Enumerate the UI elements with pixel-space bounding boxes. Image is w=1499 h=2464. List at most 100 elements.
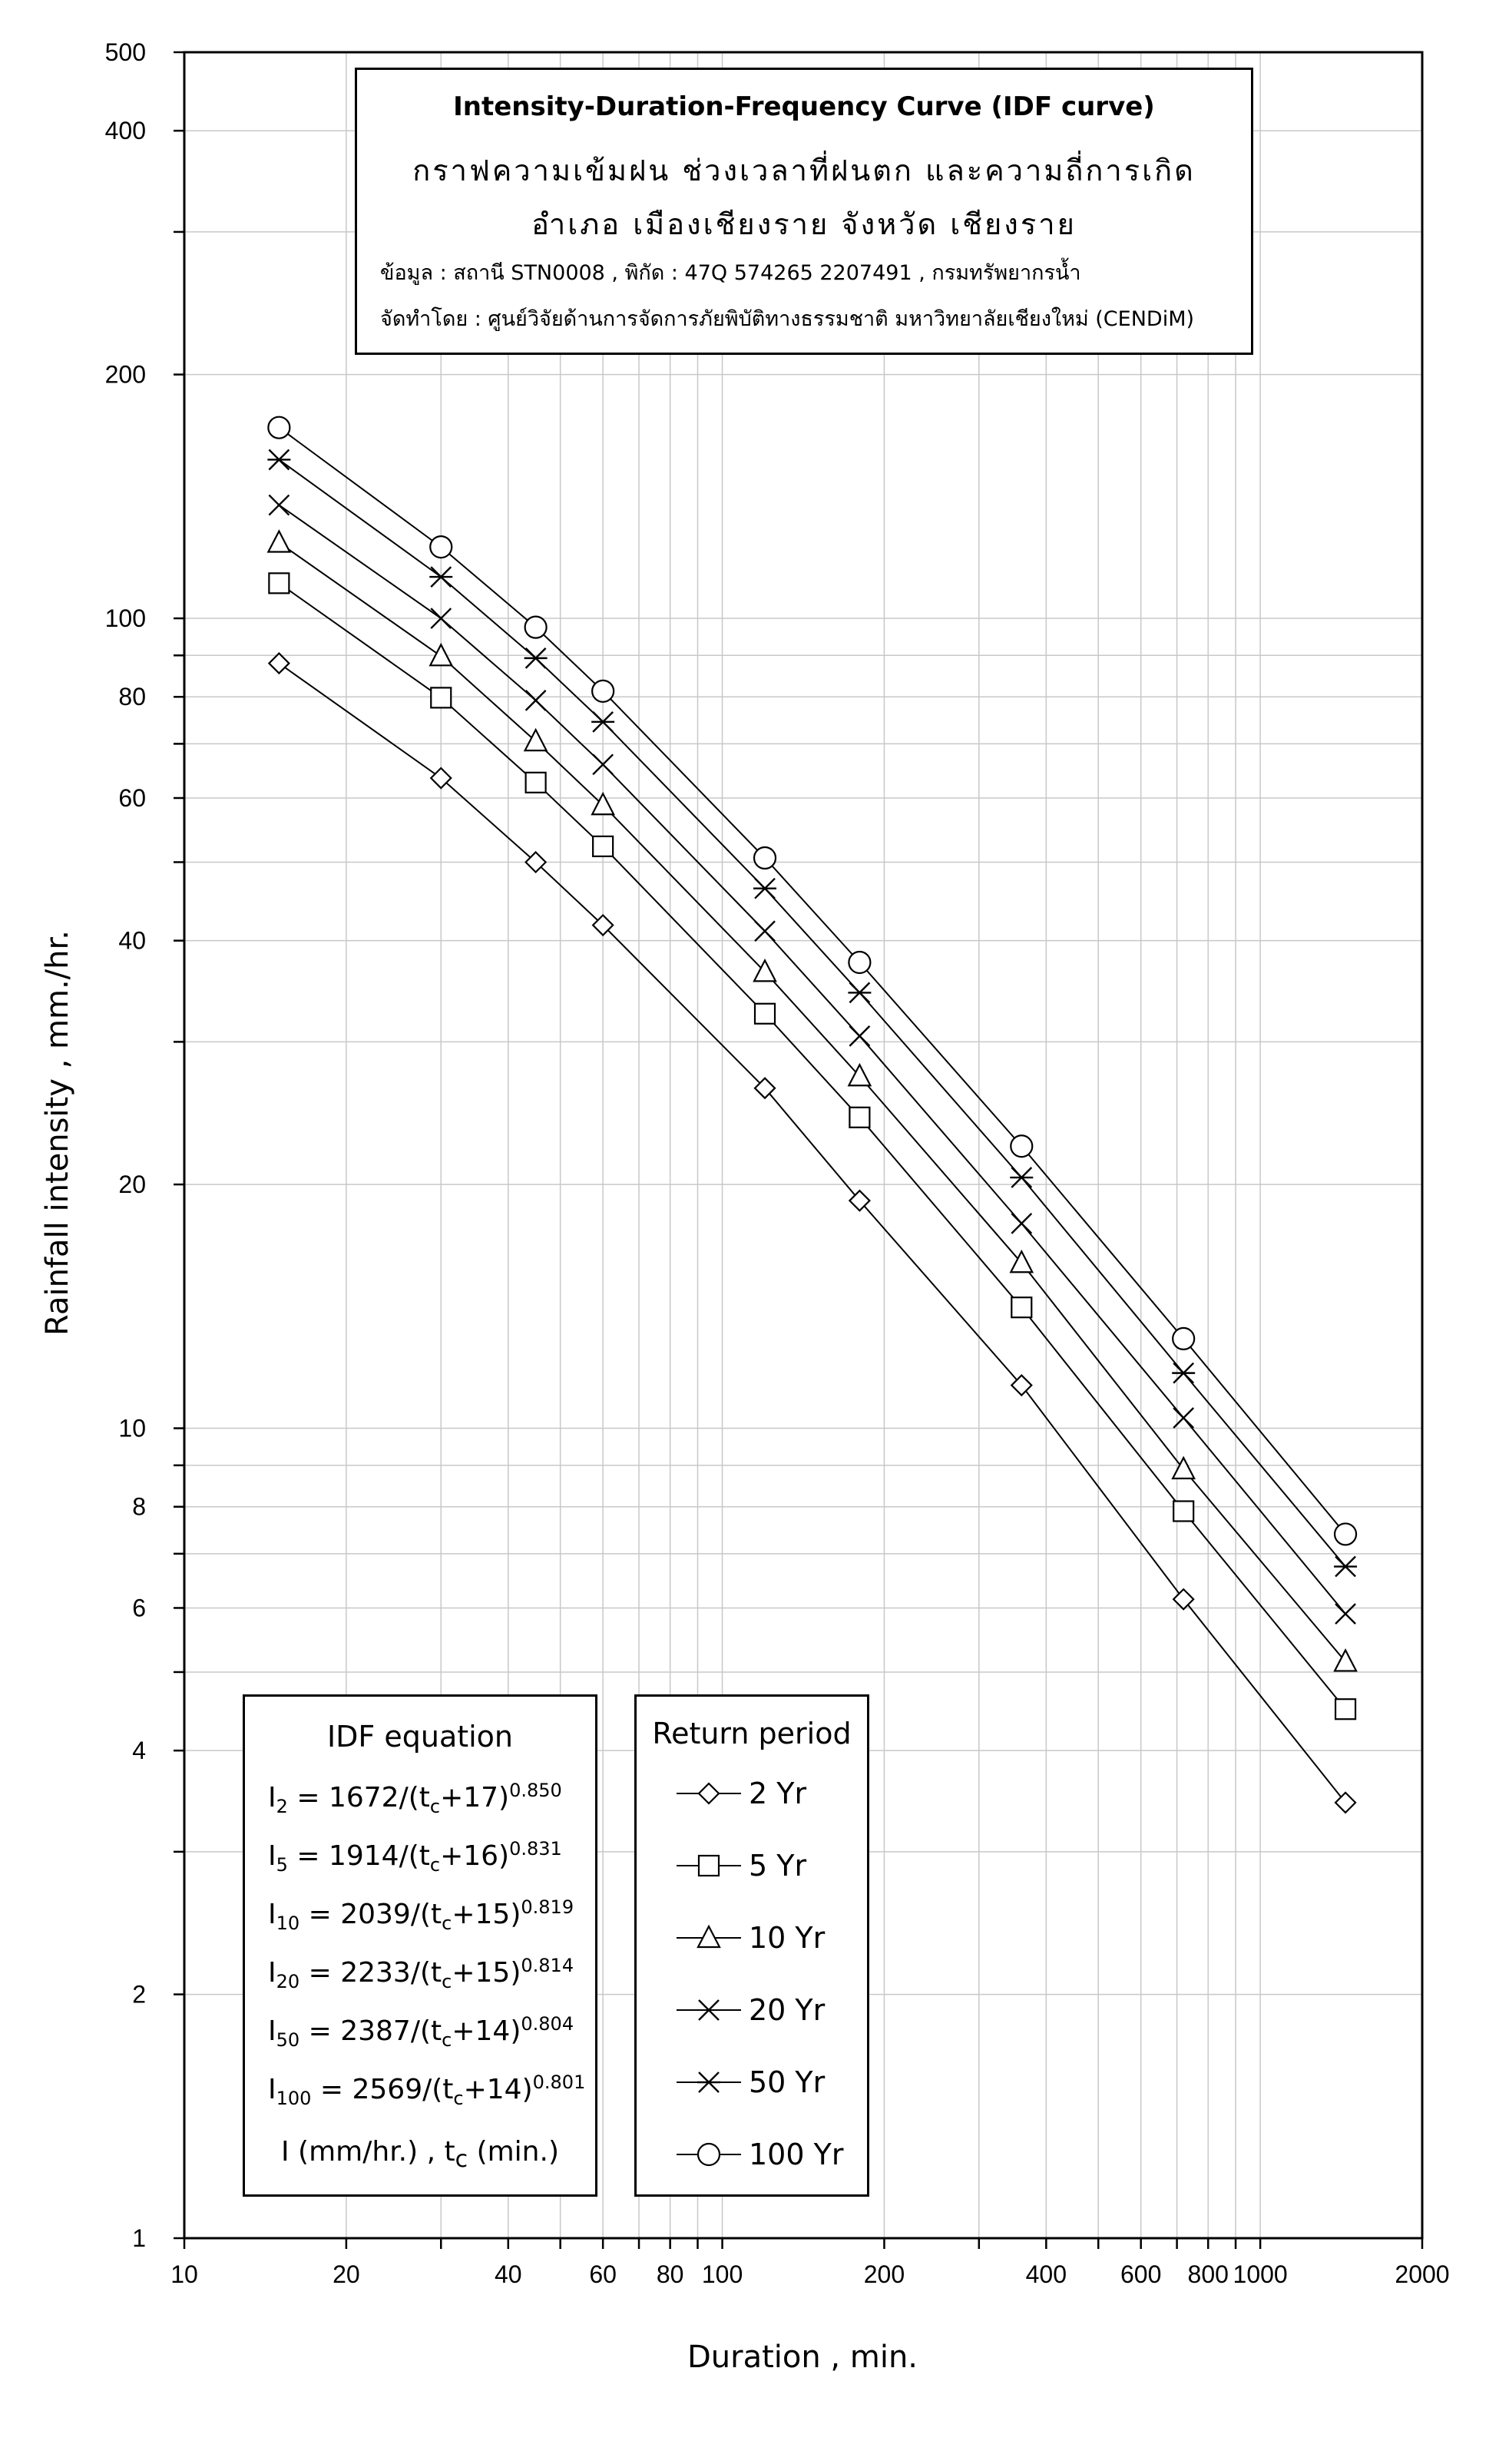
marker-shape bbox=[591, 679, 615, 703]
data-point-50-yr bbox=[267, 449, 291, 471]
data-point-5-yr bbox=[592, 835, 614, 857]
marker-shape bbox=[848, 1189, 871, 1212]
data-point-5-yr bbox=[524, 771, 547, 793]
legend-item: 20 Yr bbox=[675, 1987, 859, 2033]
equation-part: I bbox=[268, 1782, 276, 1813]
series-lines bbox=[266, 416, 1358, 1814]
units-note-text: I (mm/hr.) , t bbox=[281, 2136, 455, 2168]
data-point-5-yr bbox=[268, 572, 290, 594]
marker-stroke bbox=[849, 1025, 871, 1047]
series-10-yr bbox=[266, 529, 1358, 1672]
data-point-100-yr bbox=[267, 416, 291, 439]
marker-stroke bbox=[268, 494, 290, 516]
data-point-10-yr bbox=[847, 1062, 872, 1087]
chart-subtitle-thai: กราฟความเข้มฝน ช่วงเวลาที่ฝนตก และความถี… bbox=[412, 154, 1196, 187]
data-point-20-yr bbox=[754, 920, 776, 942]
equation-part: 0.801 bbox=[532, 2072, 586, 2093]
marker-shape bbox=[267, 416, 291, 439]
marker-shape bbox=[753, 1077, 776, 1100]
marker-shape bbox=[1172, 1588, 1195, 1611]
series-line-5-yr bbox=[278, 582, 1346, 1710]
idf-equation-box: IDF equation I2 = 1672/(tc+17)0.850 I5 = … bbox=[243, 1694, 597, 2197]
data-point-10-yr bbox=[1009, 1249, 1034, 1273]
x-tick-label: 2000 bbox=[1395, 2260, 1449, 2288]
units-note: I (mm/hr.) , tc (min.) bbox=[245, 2136, 595, 2173]
legend: Return period 2 Yr 5 Yr 10 Yr 20 Yr 50 Yr 100… bbox=[634, 1694, 869, 2197]
marker-shape bbox=[753, 958, 777, 982]
equation-part: c bbox=[442, 2029, 452, 2052]
marker-shape bbox=[429, 767, 452, 790]
marker-shape bbox=[1334, 1698, 1357, 1720]
marker-shape bbox=[1334, 1791, 1357, 1814]
x-tick-label: 200 bbox=[864, 2260, 905, 2288]
marker-shape bbox=[1333, 1648, 1358, 1672]
idf-equation-line: I100 = 2569/(tc+14)0.801 bbox=[268, 2072, 585, 2109]
y-tick-label: 10 bbox=[118, 1415, 146, 1442]
x-tick-label: 600 bbox=[1120, 2260, 1161, 2288]
data-source-note: ข้อมูล : สถานี STN0008 , พิกัด : 47Q 574… bbox=[380, 261, 1081, 285]
marker-shape bbox=[697, 1854, 720, 1877]
legend-marker bbox=[697, 2142, 721, 2167]
marker-shape bbox=[753, 846, 777, 870]
series-line-100-yr bbox=[278, 426, 1346, 1535]
data-point-5-yr bbox=[753, 1002, 776, 1025]
marker-stroke bbox=[430, 608, 452, 629]
idf-equation-line: I20 = 2233/(tc+15)0.814 bbox=[268, 1955, 574, 1992]
legend-swatch bbox=[677, 1924, 741, 1949]
equation-part: I bbox=[268, 1957, 276, 1989]
equation-part: 10 bbox=[276, 1913, 300, 1935]
chart-title: Intensity-Duration-Frequency Curve (IDF … bbox=[453, 91, 1155, 122]
data-point-10-yr bbox=[429, 642, 454, 667]
data-point-2-yr bbox=[1334, 1791, 1357, 1814]
legend-label: 2 Yr bbox=[749, 1777, 807, 1810]
legend-item: 50 Yr bbox=[675, 2059, 859, 2105]
idf-equation-line: I10 = 2039/(tc+15)0.819 bbox=[268, 1896, 574, 1934]
equation-part: = 2233/(t bbox=[299, 1957, 442, 1989]
legend-item: 5 Yr bbox=[675, 1843, 859, 1889]
marker-shape bbox=[1009, 1249, 1034, 1273]
equation-part: = 1672/(t bbox=[287, 1782, 430, 1813]
equation-part: 0.850 bbox=[509, 1780, 562, 1801]
x-tick-label: 800 bbox=[1188, 2260, 1229, 2288]
data-point-100-yr bbox=[524, 615, 548, 639]
marker-shape bbox=[1171, 1456, 1196, 1479]
marker-shape bbox=[591, 791, 615, 816]
marker-shape bbox=[524, 850, 548, 874]
legend-marker bbox=[697, 1924, 721, 1949]
marker-shape bbox=[1173, 1500, 1195, 1522]
equation-part: 2 bbox=[276, 1796, 288, 1818]
marker-shape bbox=[697, 1924, 721, 1949]
data-point-10-yr bbox=[753, 958, 777, 982]
marker-shape bbox=[1172, 1326, 1196, 1351]
data-point-2-yr bbox=[1172, 1588, 1195, 1611]
data-point-20-yr bbox=[268, 494, 290, 516]
chart-title-box: Intensity-Duration-Frequency Curve (IDF … bbox=[355, 68, 1253, 355]
data-point-20-yr bbox=[849, 1025, 871, 1047]
marker-shape bbox=[430, 687, 452, 709]
data-point-5-yr bbox=[1011, 1297, 1033, 1319]
data-point-20-yr bbox=[1335, 1603, 1356, 1625]
legend-swatch bbox=[677, 1782, 741, 1805]
data-point-100-yr bbox=[753, 846, 777, 870]
data-point-20-yr bbox=[430, 608, 452, 629]
marker-stroke bbox=[1173, 1407, 1195, 1429]
y-tick-label: 20 bbox=[118, 1171, 146, 1198]
x-tick-label: 10 bbox=[170, 2260, 198, 2288]
legend-label: 10 Yr bbox=[749, 1921, 826, 1955]
x-tick-label: 80 bbox=[657, 2260, 684, 2288]
data-point-100-yr bbox=[1333, 1522, 1358, 1546]
equation-part: +14) bbox=[463, 2074, 533, 2105]
data-point-10-yr bbox=[1333, 1648, 1358, 1672]
idf-equation-line: I5 = 1914/(tc+16)0.831 bbox=[268, 1838, 562, 1876]
legend-marker bbox=[698, 1999, 720, 2021]
y-axis-title: Rainfall intensity , mm./hr. bbox=[40, 930, 75, 1336]
marker-shape bbox=[268, 572, 290, 594]
data-point-100-yr bbox=[848, 950, 872, 975]
equation-part: c bbox=[453, 2088, 464, 2110]
series-line-10-yr bbox=[278, 541, 1346, 1663]
y-tick-label: 100 bbox=[105, 604, 146, 632]
equation-part: +14) bbox=[452, 2015, 521, 2047]
marker-shape bbox=[524, 771, 547, 793]
chart-location: อำเภอ เมืองเชียงราย จังหวัด เชียงราย bbox=[531, 207, 1077, 241]
